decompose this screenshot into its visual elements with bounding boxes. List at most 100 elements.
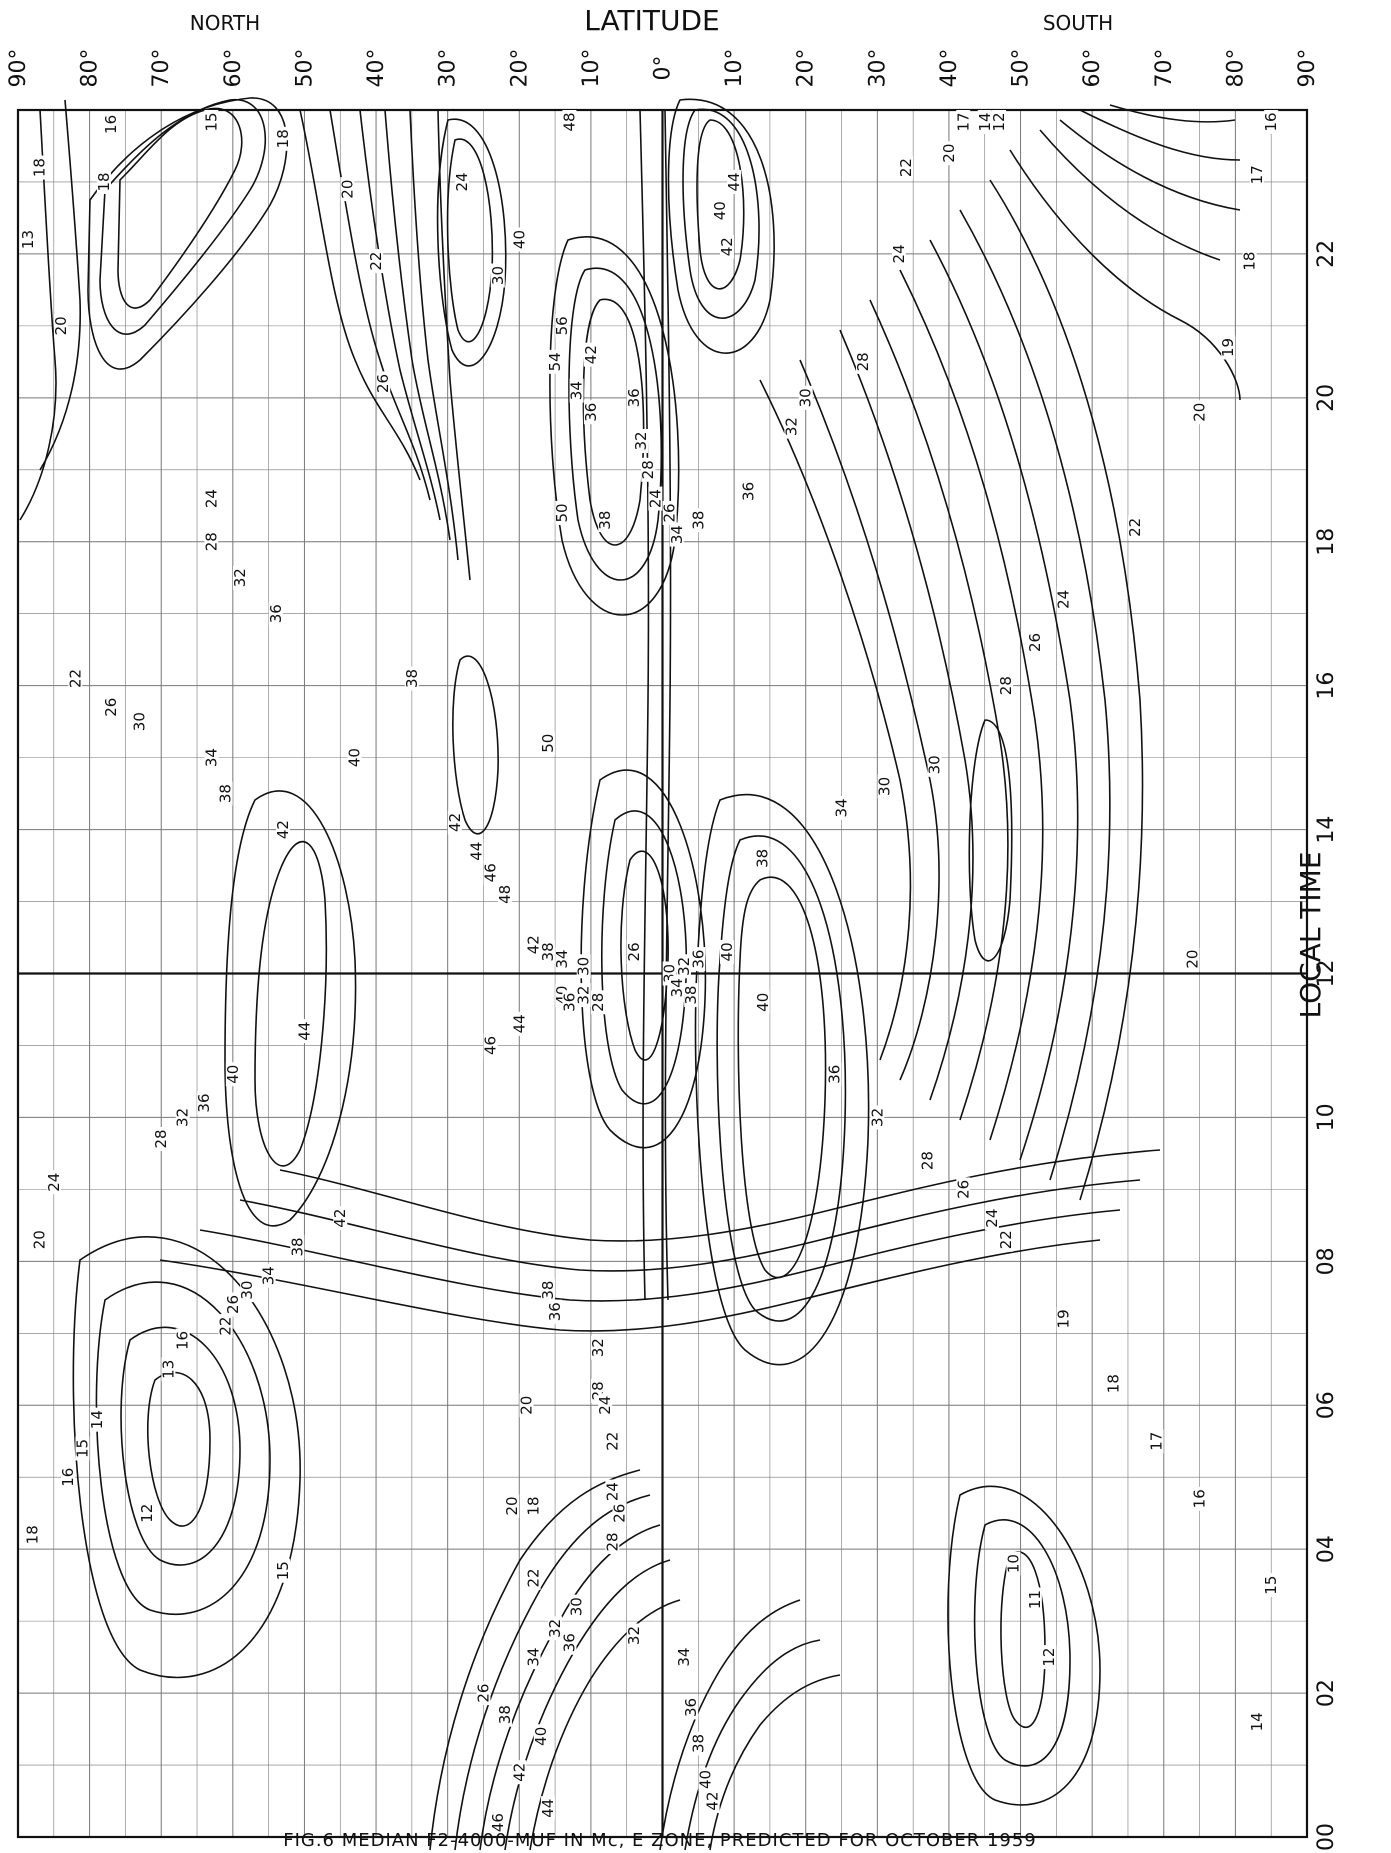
contour-label-bg [576, 954, 591, 979]
contour-label: 20 [940, 144, 958, 163]
contour-label: 36 [739, 482, 757, 501]
contour-label-bg [684, 1695, 699, 1720]
contour-line [620, 850, 669, 1061]
contour-label-bg [684, 983, 699, 1008]
contour-line [504, 1559, 671, 1851]
x-tick-label: 10° [722, 49, 747, 88]
contour-label: 18 [525, 1496, 543, 1515]
contour-label: 34 [202, 748, 220, 767]
contour-label-bg [984, 1206, 999, 1231]
contour-label-bg [469, 839, 484, 864]
contour-line [737, 876, 827, 1279]
contour-line [667, 98, 775, 354]
contour-label: 42 [525, 935, 543, 954]
contour-label: 36 [582, 403, 600, 422]
contour-label: 34 [525, 1648, 543, 1667]
contour-line [384, 109, 451, 541]
y-tick-label: 06 [1314, 1391, 1339, 1419]
contour-label: 18 [1105, 1374, 1123, 1393]
contour-label: 15 [274, 1561, 292, 1580]
contour-label: 32 [546, 1619, 564, 1638]
contour-label: 38 [754, 849, 772, 868]
x-tick-label: 40° [364, 49, 389, 88]
contour-label-bg [218, 781, 233, 806]
contour-label: 16 [59, 1468, 77, 1487]
contour-label-bg [1027, 630, 1042, 655]
contour-label: 28 [997, 676, 1015, 695]
contour-line [279, 1149, 1161, 1242]
contour-label-bg [662, 500, 677, 525]
contour-line [1079, 109, 1241, 161]
contour-label: 28 [152, 1129, 170, 1148]
contour-line [799, 359, 940, 1081]
contour-label: 14 [88, 1410, 106, 1429]
contour-label-bg [540, 939, 555, 964]
contour-label: 24 [646, 489, 664, 508]
contour-label: 44 [510, 1014, 528, 1033]
contour-label: 40 [532, 1727, 550, 1746]
contour-line [759, 379, 912, 1061]
contour-label-bg [691, 1731, 706, 1756]
contour-label-bg [1027, 1587, 1042, 1612]
contour-label: 24 [596, 1396, 614, 1415]
contour-label: 26 [224, 1295, 242, 1314]
contour-label-bg [598, 508, 613, 533]
contour-label-bg [1242, 249, 1257, 274]
contour-label-bg [555, 313, 570, 338]
contour-label: 38 [217, 784, 235, 803]
contour-label: 16 [174, 1331, 192, 1350]
contour-label-bg [891, 241, 906, 266]
contour-line [839, 329, 974, 1101]
contour-label-bg [1249, 1709, 1264, 1734]
figure-caption: FIG.6 MEDIAN F2-4000-MUF IN Mc, E ZONE, … [283, 1830, 1037, 1851]
contour-label: 16 [1262, 112, 1280, 131]
contour-label: 24 [45, 1173, 63, 1192]
contour-label: 11 [1026, 1590, 1044, 1609]
contour-label-bg [648, 486, 663, 511]
contour-label-bg [641, 457, 656, 482]
contour-label-bg [154, 1127, 169, 1152]
contour-label: 18 [30, 158, 48, 177]
x-tick-label: 70° [149, 49, 174, 88]
contour-line [989, 179, 1144, 1201]
y-tick-label: 20 [1314, 384, 1339, 412]
contour-label-bg [605, 1429, 620, 1454]
contour-label-bg [705, 1789, 720, 1814]
contour-label: 36 [267, 604, 285, 623]
contour-label-bg [1264, 110, 1279, 134]
contour-label: 10 [1004, 1554, 1022, 1573]
contour-label-bg [376, 371, 391, 396]
contour-label-bg [562, 990, 577, 1015]
contour-label-bg [104, 695, 119, 720]
contour-label-bg [562, 110, 577, 134]
contour-label-bg [1056, 1306, 1071, 1331]
contour-label-bg [992, 110, 1007, 134]
contour-label-bg [1042, 1645, 1057, 1670]
contour-line [659, 1599, 801, 1851]
contour-label-bg [204, 529, 219, 554]
contour-label-bg [719, 234, 734, 259]
contour-label-bg [225, 1062, 240, 1087]
contour-line [664, 109, 672, 1301]
contour-label: 30 [926, 755, 944, 774]
contour-label-bg [290, 1234, 305, 1259]
contour-label-bg [490, 263, 505, 288]
contour-label-bg [104, 112, 119, 137]
contour-label-bg [483, 1033, 498, 1058]
contour-label: 12 [1040, 1648, 1058, 1667]
contour-label: 50 [553, 503, 571, 522]
contour-label-bg [1128, 515, 1143, 540]
contour-label-bg [75, 1436, 90, 1461]
contour-label-bg [1264, 1573, 1279, 1598]
contour-label-bg [898, 155, 913, 180]
contour-label: 42 [704, 1791, 722, 1810]
contour-label: 22 [603, 1432, 621, 1451]
contour-label-bg [526, 932, 541, 957]
contour-label-bg [139, 1501, 154, 1526]
contour-label: 46 [482, 863, 500, 882]
tick-labels: 90° 80° 70° 60° 50° 40° 30° 20° 10° 0° 10° 20° 30° 40… [6, 48, 1339, 1851]
contour-label-bg [68, 666, 83, 691]
contour-label: 28 [639, 460, 657, 479]
contour-line [254, 840, 328, 1167]
contour-label: 32 [589, 1338, 607, 1357]
